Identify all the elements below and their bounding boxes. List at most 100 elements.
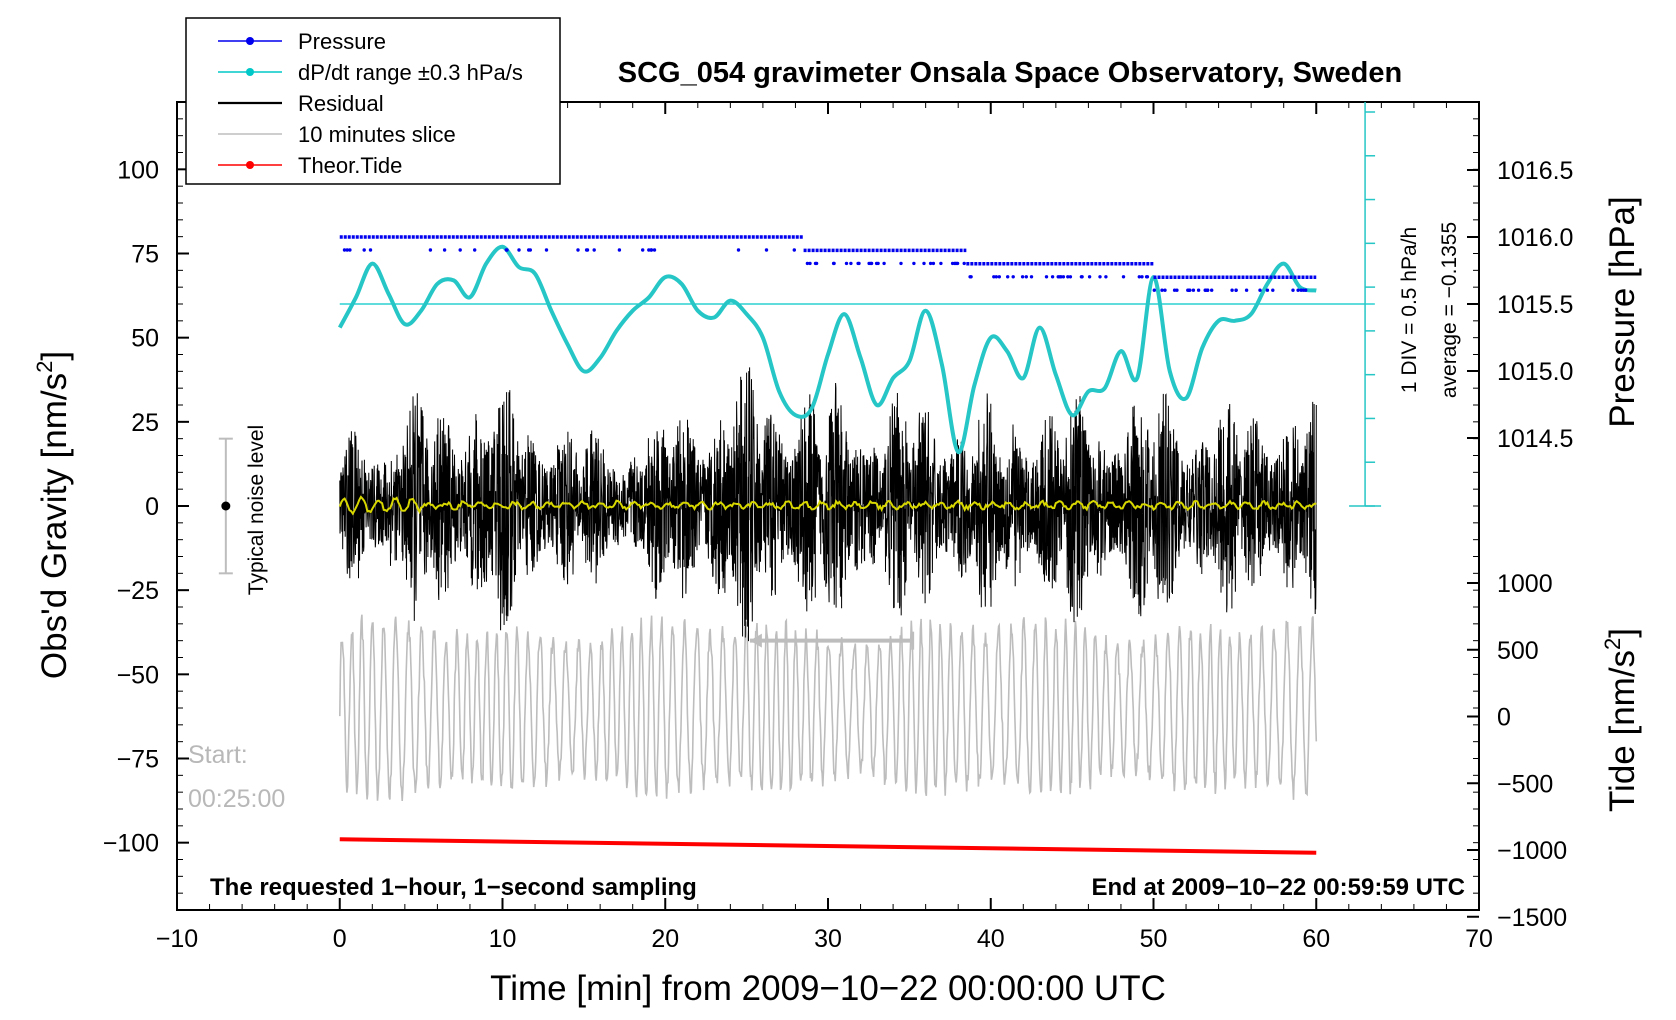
legend-label: 10 minutes slice [298, 122, 456, 147]
pressure-point [1044, 275, 1049, 279]
pressure-point [649, 248, 653, 252]
pressure-point [585, 248, 590, 252]
pressure-point [1068, 275, 1073, 279]
pressure-point [527, 248, 531, 252]
noise-level-label: Typical noise level [245, 425, 268, 595]
pressure-point [1172, 288, 1177, 292]
legend-label: Theor.Tide [298, 153, 402, 178]
pressure-point [869, 261, 874, 266]
pressure-point [617, 248, 622, 252]
residual-line [339, 367, 1317, 642]
pressure-point [1152, 288, 1157, 292]
theor-tide-line [339, 837, 1317, 855]
pressure-point [1061, 275, 1066, 279]
pressure-point [857, 261, 861, 266]
pressure-point [992, 275, 996, 279]
pressure-point [517, 248, 521, 252]
x-axis-label: Time [min] from 2009−10−22 00:00:00 UTC [490, 969, 1166, 1008]
pressure-point [962, 261, 966, 266]
tide-tick-label: −1500 [1497, 904, 1567, 932]
pressure-point [939, 261, 943, 266]
pressure-point [428, 248, 433, 252]
pressure-point [505, 248, 509, 252]
x-tick-label: 10 [489, 925, 517, 953]
noise-level-center [221, 501, 231, 511]
y-left-tick-label: −25 [117, 577, 159, 605]
pressure-point [1020, 275, 1025, 279]
pressure-point [592, 248, 596, 252]
y-left-tick-label: −75 [117, 746, 159, 774]
pressure-point [362, 248, 366, 252]
y-left-tick-label: 50 [131, 325, 159, 353]
pressure-point [576, 248, 580, 252]
slice-marker-arrowhead [749, 633, 762, 648]
note-requested-sampling: The requested 1−hour, 1−second sampling [210, 874, 697, 901]
pressure-point [1056, 275, 1060, 279]
pressure-point [1121, 275, 1126, 279]
pressure-point [1087, 275, 1092, 279]
pressure-tick-label: 1015.0 [1497, 358, 1573, 386]
tide-tick-label: 0 [1497, 704, 1511, 732]
pressure-tick-label: 1015.5 [1497, 291, 1573, 319]
pressure-point [368, 248, 373, 252]
pressure-point [1137, 275, 1142, 279]
pressure-point [805, 261, 810, 266]
pressure-scale-average-label: average = −0.1355 [1438, 222, 1461, 398]
pressure-point [442, 248, 447, 252]
pressure-point [1160, 288, 1164, 292]
legend-marker [246, 37, 254, 45]
pressure-point [814, 261, 819, 266]
pressure-point [969, 275, 973, 279]
pressure-point [458, 248, 462, 252]
y-left-tick-label: 100 [117, 156, 159, 184]
pressure-scale-div-label: 1 DIV = 0.5 hPa/h [1398, 227, 1421, 393]
pressure-point [1080, 275, 1084, 279]
pressure-point [1210, 288, 1214, 292]
pressure-point [1145, 275, 1150, 279]
pressure-point [1029, 275, 1034, 279]
tide-tick-label: −500 [1497, 770, 1553, 798]
pressure-point [1203, 288, 1207, 292]
pressure-point [1271, 288, 1275, 292]
x-tick-label: 40 [977, 925, 1005, 953]
pressure-point [1098, 275, 1102, 279]
pressure-point [1258, 288, 1262, 292]
pressure-point [997, 275, 1001, 279]
legend-label: Pressure [298, 29, 386, 54]
pressure-point [1244, 288, 1249, 292]
pressure-tick-label: 1016.0 [1497, 224, 1573, 252]
pressure-point [473, 248, 477, 252]
pressure-point [1230, 288, 1234, 292]
y-left-tick-label: 25 [131, 409, 159, 437]
pressure-point [1187, 288, 1191, 292]
y-axis-label-tide: Tide [nm/s2] [1600, 628, 1642, 812]
pressure-point [1050, 275, 1055, 279]
pressure-point [931, 261, 936, 266]
pressure-point [912, 261, 916, 266]
pressure-point [1163, 288, 1167, 292]
x-tick-label: −10 [156, 925, 198, 953]
pressure-point [876, 261, 880, 266]
legend-marker [246, 68, 254, 76]
pressure-point [792, 248, 796, 252]
legend-label: Residual [298, 91, 384, 116]
pressure-point [1006, 275, 1010, 279]
chart-title: SCG_054 gravimeter Onsala Space Observat… [618, 57, 1402, 89]
y-axis-label-left: Obs'd Gravity [nm/s2] [32, 351, 74, 679]
legend-label: dP/dt range ±0.3 hPa/s [298, 60, 523, 85]
smoothed-residual-line [338, 495, 1317, 516]
y-left-tick-label: −50 [117, 661, 159, 689]
pressure-point [1140, 275, 1144, 279]
pressure-point [736, 248, 741, 252]
pressure-point [882, 261, 886, 266]
legend-box [185, 17, 561, 185]
pressure-point [348, 248, 352, 252]
x-tick-label: 50 [1140, 925, 1168, 953]
x-tick-label: 60 [1302, 925, 1330, 953]
pressure-point [544, 248, 549, 252]
pressure-point [928, 261, 933, 266]
pressure-point [1291, 288, 1295, 292]
y-left-tick-label: −100 [103, 830, 159, 858]
pressure-point [844, 261, 849, 266]
pressure-point [1234, 288, 1238, 292]
